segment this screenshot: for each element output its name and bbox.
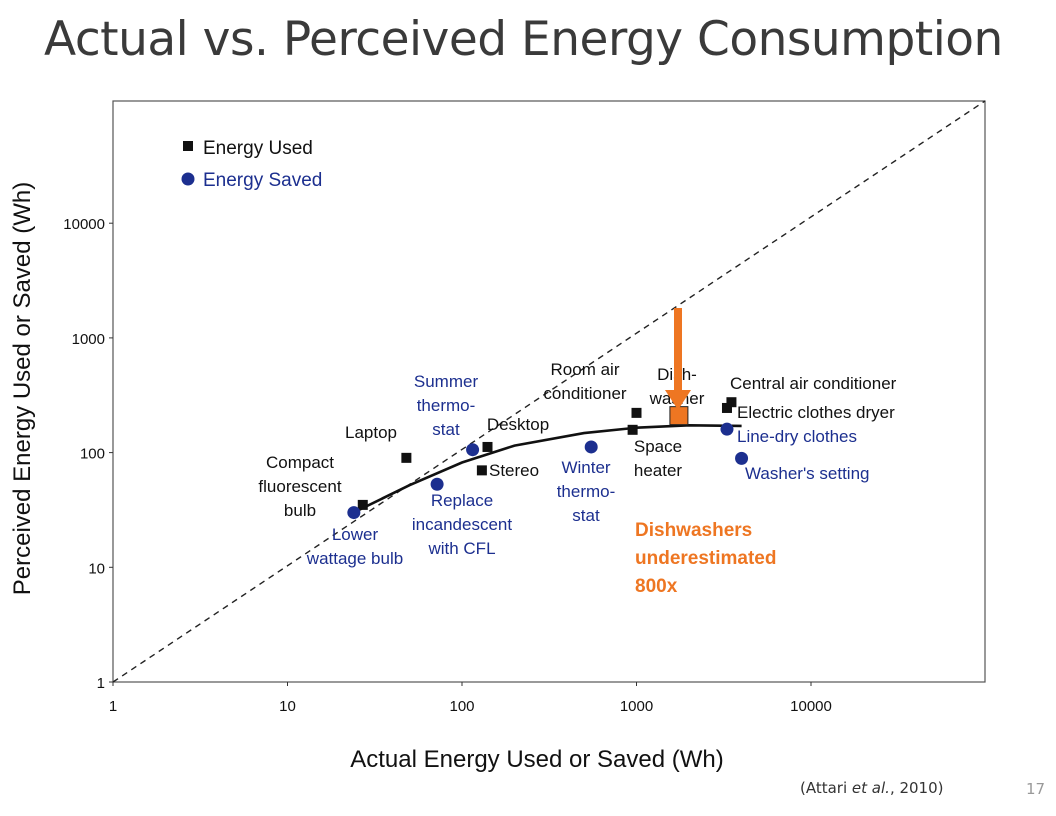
highlight-arrowhead xyxy=(665,390,691,410)
point-label: Summer xyxy=(414,372,479,391)
citation-close: , 2010) xyxy=(889,779,944,797)
legend-circle-icon xyxy=(181,172,195,186)
plot-frame xyxy=(112,100,986,683)
citation-open: (Attari xyxy=(800,779,852,797)
energy-used-point xyxy=(627,424,638,435)
callout-line: underestimated xyxy=(635,548,777,569)
citation-italic: et al. xyxy=(851,779,890,797)
energy-used-point xyxy=(476,465,487,476)
point-label: Electric clothes dryer xyxy=(737,403,895,422)
energy-used-point xyxy=(401,452,412,463)
point-label: thermo- xyxy=(417,396,476,415)
energy-saved-point xyxy=(735,451,749,465)
point-label: Winter xyxy=(561,458,610,477)
point-label: bulb xyxy=(284,501,316,520)
callout-line: Dishwashers xyxy=(635,520,753,541)
point-label: thermo- xyxy=(557,482,616,501)
x-axis-label: Actual Energy Used or Saved (Wh) xyxy=(350,746,724,773)
slide-title: Actual vs. Perceived Energy Consumption xyxy=(44,12,1003,67)
point-label: Stereo xyxy=(489,461,539,480)
point-label: Laptop xyxy=(345,423,397,442)
point-label: stat xyxy=(572,506,600,525)
point-label: Space xyxy=(634,437,682,456)
energy-used-point xyxy=(631,407,642,418)
dishwasher-point xyxy=(669,406,689,426)
legend-label-energy-saved: Energy Saved xyxy=(203,170,322,191)
point-label: fluorescent xyxy=(258,477,341,496)
y-tick-label: 10 xyxy=(88,560,105,577)
y-tick-label: 10000 xyxy=(63,216,105,233)
point-label: incandescent xyxy=(412,515,512,534)
point-label: with CFL xyxy=(427,539,495,558)
point-label: Central air conditioner xyxy=(730,374,897,393)
y-tick-label: 100 xyxy=(80,446,105,463)
x-tick-label: 10 xyxy=(279,698,296,715)
x-tick-label: 100 xyxy=(449,698,474,715)
x-tick-label: 1000 xyxy=(620,698,653,715)
energy-saved-point xyxy=(584,440,598,454)
energy-used-point xyxy=(482,441,493,452)
y-tick-label: 1 xyxy=(97,675,105,692)
legend-square-icon xyxy=(183,141,193,151)
point-label: conditioner xyxy=(543,384,627,403)
citation: (Attari et al., 2010) xyxy=(800,779,944,797)
point-label: Room air xyxy=(551,360,620,379)
y-axis-label: Perceived Energy Used or Saved (Wh) xyxy=(9,182,36,596)
point-label: stat xyxy=(432,420,460,439)
point-label: Desktop xyxy=(487,415,549,434)
point-label: Lower xyxy=(332,525,379,544)
energy-saved-point xyxy=(430,477,444,491)
x-tick-label: 1 xyxy=(109,698,117,715)
energy-saved-point xyxy=(466,443,480,457)
point-label: heater xyxy=(634,461,683,480)
point-label: Compact xyxy=(266,453,334,472)
point-label: wattage bulb xyxy=(306,549,403,568)
reference-line xyxy=(112,100,986,683)
energy-saved-point xyxy=(720,422,734,436)
energy-used-point xyxy=(721,402,732,413)
y-tick-label: 1000 xyxy=(72,331,105,348)
energy-used-point xyxy=(357,499,368,510)
energy-used-point xyxy=(726,397,737,408)
energy-saved-point xyxy=(347,506,361,520)
page-number: 17 xyxy=(1026,780,1046,798)
x-tick-label: 10000 xyxy=(790,698,832,715)
legend-label-energy-used: Energy Used xyxy=(203,138,313,159)
point-label: Line-dry clothes xyxy=(737,427,857,446)
callout-line: 800x xyxy=(635,576,678,597)
point-label: Replace xyxy=(431,491,493,510)
dishwasher-callout: Dishwashers underestimated 800x xyxy=(635,517,855,601)
point-label: Washer's setting xyxy=(745,464,870,483)
trend-curve xyxy=(356,423,742,513)
